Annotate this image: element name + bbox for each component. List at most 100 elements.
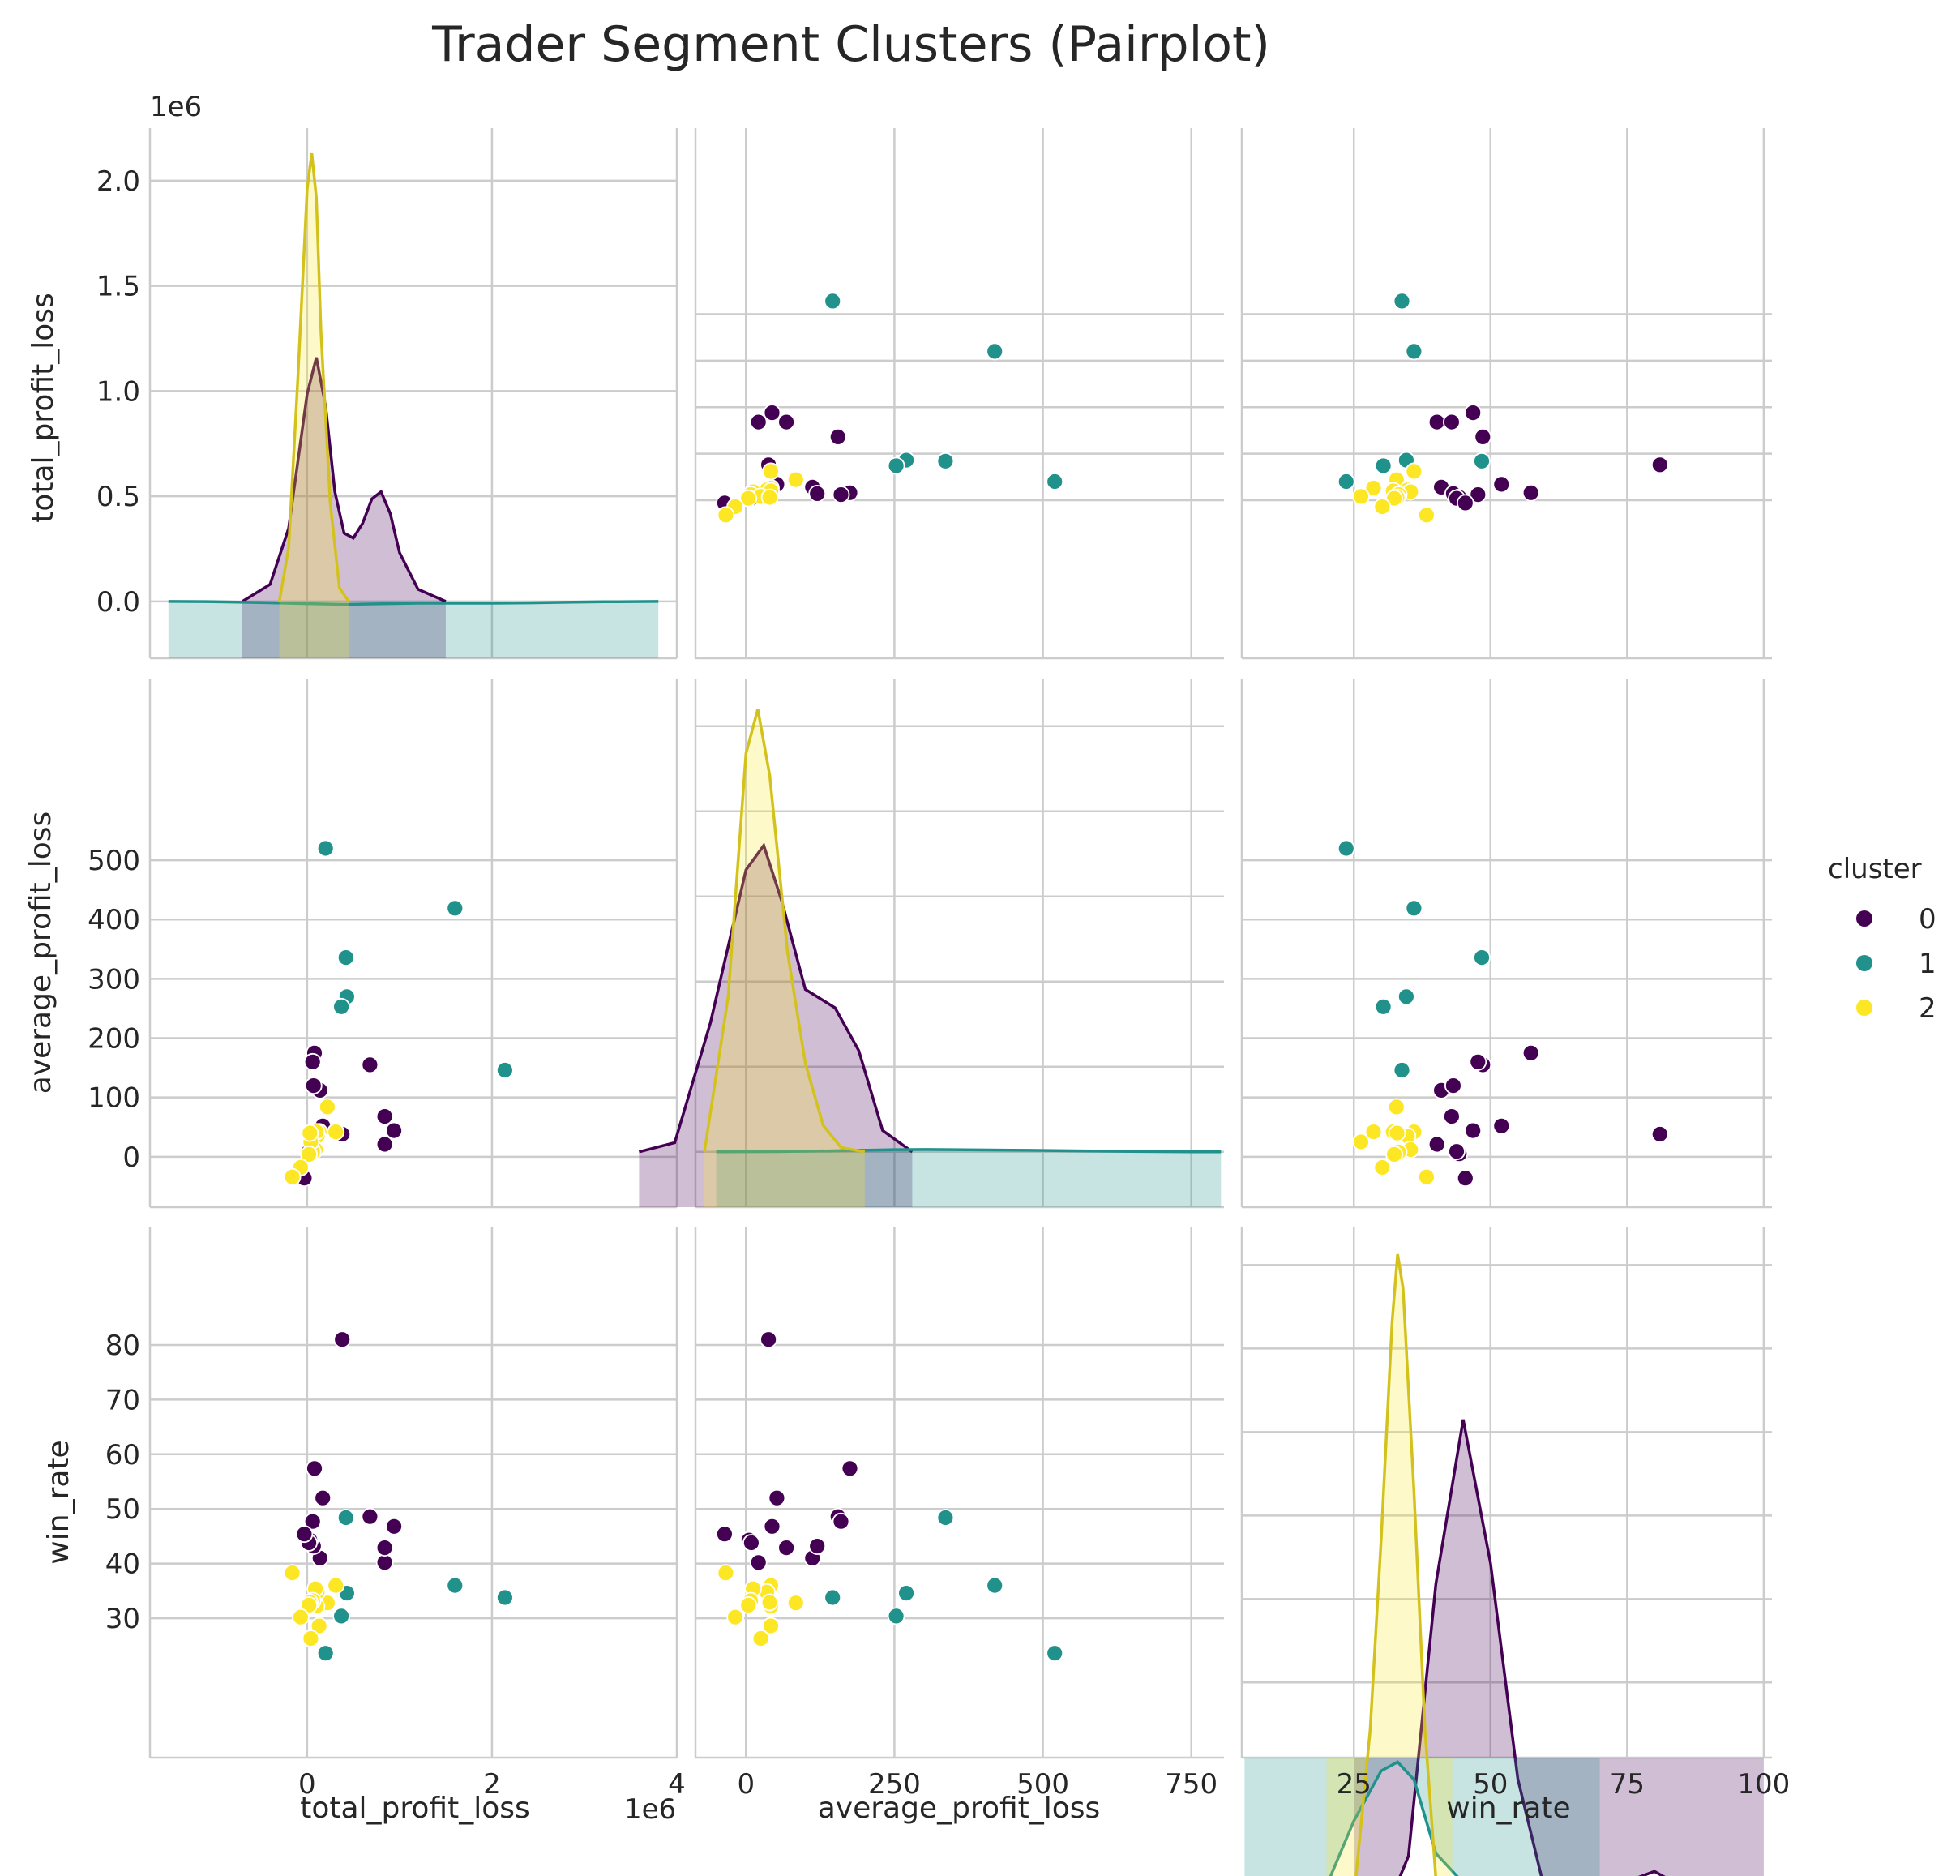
y-tick-label: 0.0 bbox=[96, 586, 140, 619]
scatter-point-cluster-0 bbox=[763, 404, 781, 422]
scatter-point-cluster-1 bbox=[936, 452, 955, 470]
y-tick-label: 1.5 bbox=[96, 271, 140, 303]
panel-total-profit-loss-vs-win-rate bbox=[1240, 128, 1772, 660]
y-axis-label-win-rate: win_rate bbox=[42, 1440, 75, 1564]
scatter-point-cluster-1 bbox=[496, 1061, 514, 1079]
y-tick-label: 30 bbox=[105, 1603, 140, 1635]
scatter-point-cluster-2 bbox=[1418, 506, 1436, 525]
scatter-point-cluster-0 bbox=[716, 1525, 734, 1544]
y-tick-label: 100 bbox=[88, 1082, 140, 1115]
scatter-point-cluster-2 bbox=[301, 1124, 319, 1142]
scatter-point-cluster-0 bbox=[361, 1507, 379, 1526]
scatter-point-cluster-2 bbox=[1352, 487, 1370, 506]
legend-marker-cluster-1 bbox=[1856, 955, 1872, 971]
scatter-point-cluster-1 bbox=[887, 456, 905, 475]
scatter-point-cluster-2 bbox=[310, 1617, 328, 1635]
y-tick-label: 80 bbox=[105, 1330, 140, 1362]
x-axis-label-win-rate: win_rate bbox=[1446, 1792, 1570, 1825]
y-tick-label: 60 bbox=[105, 1439, 140, 1471]
x-tick-label: 2 bbox=[483, 1768, 501, 1801]
y-tick-label: 0.5 bbox=[96, 481, 140, 513]
scatter-point-cluster-2 bbox=[751, 1630, 770, 1647]
legend-marker-cluster-0 bbox=[1856, 910, 1872, 927]
scatter-point-cluster-1 bbox=[824, 292, 842, 311]
legend-marker-cluster-2 bbox=[1856, 1000, 1872, 1016]
scatter-point-cluster-2 bbox=[318, 1098, 336, 1116]
x-tick-label: 50 bbox=[1473, 1768, 1508, 1801]
scatter-point-cluster-2 bbox=[760, 488, 779, 507]
scatter-point-cluster-0 bbox=[1521, 1043, 1540, 1062]
scatter-point-cluster-1 bbox=[986, 1576, 1004, 1595]
y-tick-label: 500 bbox=[88, 845, 140, 877]
kde-line-cluster-0 bbox=[242, 357, 447, 603]
y-axis-label-average-profit-loss: average_profit_loss bbox=[24, 812, 58, 1094]
scatter-point-cluster-1 bbox=[496, 1588, 514, 1607]
kde-line-cluster-2 bbox=[1354, 1253, 1437, 1876]
x-tick-label: 750 bbox=[1165, 1768, 1218, 1801]
scatter-point-cluster-0 bbox=[828, 428, 847, 446]
scatter-point-cluster-0 bbox=[333, 1330, 352, 1349]
scatter-point-cluster-0 bbox=[1448, 1142, 1466, 1161]
panel-average-profit-loss-vs-total-profit-loss: 0 100 200 300 400 500 bbox=[88, 679, 678, 1209]
scatter-point-cluster-0 bbox=[1492, 475, 1511, 494]
scatter-point-cluster-0 bbox=[314, 1488, 332, 1507]
scatter-point-cluster-0 bbox=[1464, 1121, 1483, 1140]
y-tick-label: 50 bbox=[105, 1493, 140, 1526]
scatter-point-cluster-1 bbox=[1393, 1061, 1411, 1079]
scatter-point-cluster-2 bbox=[760, 1593, 779, 1612]
scatter-point-cluster-1 bbox=[1473, 949, 1491, 966]
legend-label-cluster-1: 1 bbox=[1919, 948, 1936, 980]
scatter-point-cluster-0 bbox=[749, 413, 768, 431]
scatter-point-cluster-2 bbox=[762, 462, 780, 481]
x-tick-label: 0 bbox=[298, 1768, 316, 1801]
scatter-point-cluster-0 bbox=[1443, 413, 1461, 431]
scatter-point-cluster-0 bbox=[375, 1553, 394, 1572]
scatter-point-cluster-1 bbox=[1046, 473, 1064, 490]
scatter-point-cluster-1 bbox=[1397, 987, 1415, 1006]
y-tick-label: 2.0 bbox=[96, 165, 140, 198]
scatter-point-cluster-2 bbox=[1418, 1167, 1436, 1186]
kde-line-cluster-1 bbox=[1329, 1760, 1459, 1876]
kde-line-cluster-2 bbox=[703, 709, 866, 1154]
scatter-point-cluster-1 bbox=[1374, 456, 1393, 475]
panel-win-rate-vs-win-rate: 25 50 75 100 bbox=[1240, 1227, 1790, 1876]
scatter-point-cluster-1 bbox=[1374, 997, 1393, 1016]
scatter-point-cluster-0 bbox=[808, 485, 827, 503]
scatter-point-cluster-2 bbox=[717, 506, 735, 525]
scatter-point-cluster-2 bbox=[739, 1596, 758, 1614]
scatter-point-cluster-0 bbox=[768, 1488, 786, 1507]
y-tick-label: 400 bbox=[88, 904, 140, 936]
scatter-point-cluster-0 bbox=[1427, 413, 1446, 431]
scatter-point-cluster-0 bbox=[385, 1517, 404, 1535]
scatter-point-cluster-0 bbox=[1521, 483, 1540, 502]
x-offset-label: 1e6 bbox=[624, 1793, 676, 1826]
scatter-point-cluster-0 bbox=[303, 1052, 322, 1071]
scatter-point-cluster-1 bbox=[986, 342, 1004, 361]
scatter-point-cluster-0 bbox=[1650, 456, 1669, 474]
scatter-point-cluster-0 bbox=[832, 1512, 850, 1531]
kde-line-cluster-0 bbox=[1398, 1419, 1666, 1876]
x-tick-label: 100 bbox=[1737, 1768, 1790, 1801]
scatter-point-cluster-1 bbox=[1337, 839, 1355, 858]
kde-fill-cluster-2 bbox=[704, 709, 865, 1207]
scatter-point-cluster-2 bbox=[762, 1617, 780, 1635]
y-tick-label: 200 bbox=[88, 1023, 140, 1056]
legend-title: cluster bbox=[1828, 853, 1922, 885]
scatter-point-cluster-0 bbox=[1492, 1116, 1511, 1135]
scatter-point-cluster-1 bbox=[1405, 342, 1423, 361]
x-tick-label: 25 bbox=[1337, 1768, 1372, 1801]
scatter-point-cluster-2 bbox=[786, 470, 805, 489]
scatter-point-cluster-2 bbox=[283, 1564, 302, 1582]
panel-win-rate-vs-average-profit-loss: 0 250 500 750 bbox=[694, 1227, 1224, 1801]
scatter-point-cluster-2 bbox=[302, 1630, 320, 1647]
scatter-point-cluster-2 bbox=[300, 1596, 319, 1614]
kde-fill-cluster-0 bbox=[639, 845, 913, 1207]
scatter-point-cluster-2 bbox=[717, 1564, 735, 1582]
scatter-point-cluster-0 bbox=[375, 1539, 394, 1557]
scatter-point-cluster-0 bbox=[742, 1534, 760, 1552]
scatter-point-cluster-0 bbox=[760, 1330, 777, 1349]
scatter-point-cluster-1 bbox=[1337, 473, 1355, 490]
kde-fill-cluster-1 bbox=[168, 601, 659, 658]
x-tick-label: 0 bbox=[737, 1768, 755, 1801]
